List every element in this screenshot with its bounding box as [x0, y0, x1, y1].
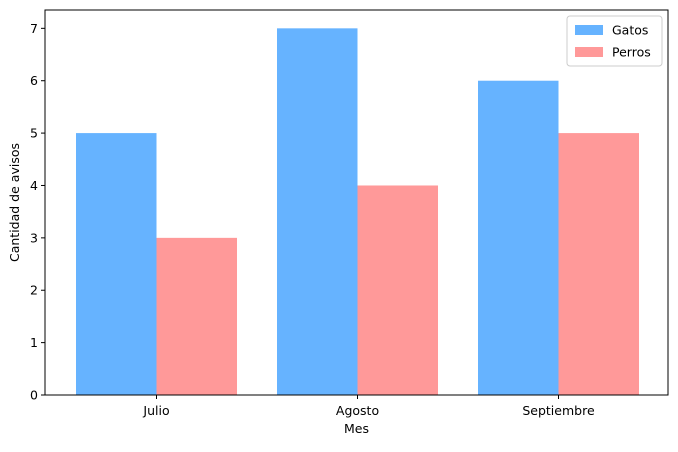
- bars-layer: [76, 28, 639, 395]
- bar-perros-septiembre: [558, 133, 639, 395]
- x-tick-label: Agosto: [336, 403, 379, 418]
- bar-perros-julio: [156, 237, 237, 395]
- x-tick-label: Septiembre: [522, 403, 595, 418]
- bar-gatos-septiembre: [478, 80, 559, 395]
- y-tick-label: 5: [30, 126, 38, 141]
- y-tick-label: 1: [30, 335, 38, 350]
- bar-gatos-agosto: [277, 28, 358, 395]
- legend-swatch-gatos: [575, 25, 603, 35]
- legend-label-perros: Perros: [612, 45, 651, 60]
- y-tick-label: 0: [30, 388, 38, 403]
- y-tick-label: 4: [30, 178, 38, 193]
- bar-perros-agosto: [357, 185, 438, 395]
- plot-frame: [44, 9, 669, 396]
- y-tick-label: 6: [30, 73, 38, 88]
- y-tick-label: 3: [30, 230, 38, 245]
- legend-swatch-perros: [575, 47, 603, 57]
- x-axis-title: Mes: [344, 421, 369, 436]
- y-tick-label: 2: [30, 283, 38, 298]
- x-tick-label: Julio: [142, 403, 169, 418]
- legend-label-gatos: Gatos: [612, 23, 648, 38]
- y-tick-label: 7: [30, 21, 38, 36]
- legend: Gatos Perros: [566, 15, 663, 67]
- x-axis: Julio Agosto Septiembre: [142, 395, 595, 418]
- y-axis-title: Cantidad de avisos: [7, 143, 22, 262]
- bar-gatos-julio: [76, 133, 157, 395]
- y-axis: 0 1 2 3 4 5 6 7: [30, 21, 45, 403]
